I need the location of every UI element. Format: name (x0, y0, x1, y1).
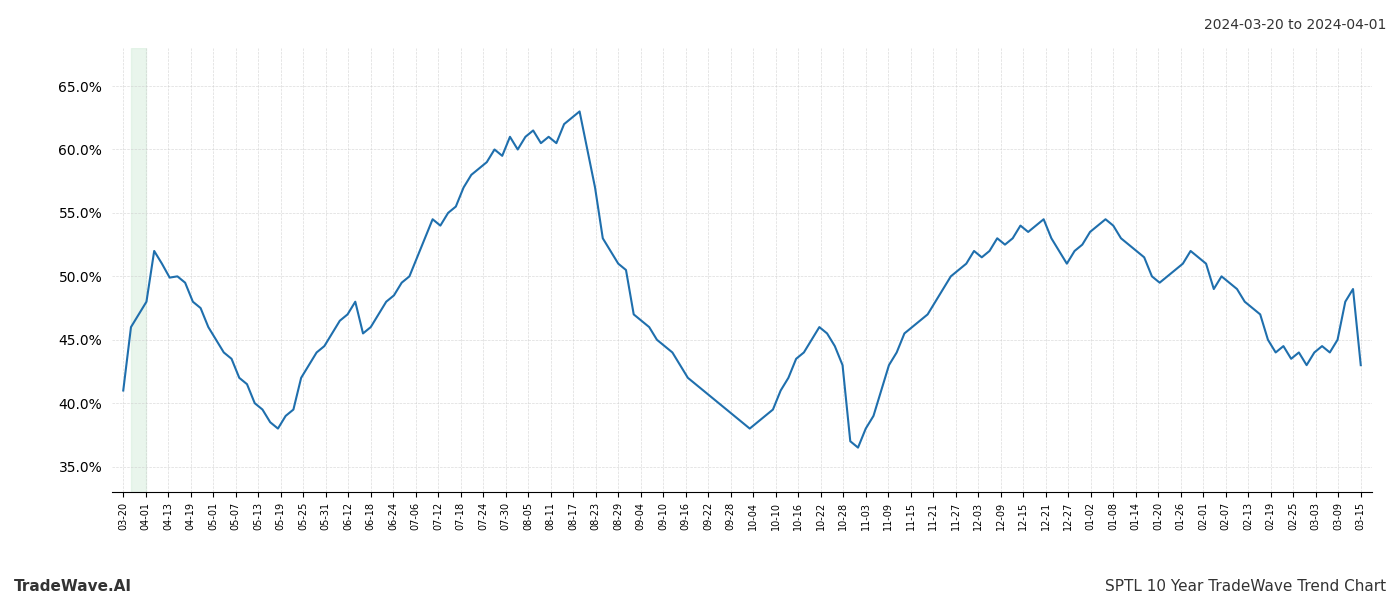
Text: 2024-03-20 to 2024-04-01: 2024-03-20 to 2024-04-01 (1204, 18, 1386, 32)
Text: SPTL 10 Year TradeWave Trend Chart: SPTL 10 Year TradeWave Trend Chart (1105, 579, 1386, 594)
Text: TradeWave.AI: TradeWave.AI (14, 579, 132, 594)
Bar (132, 48, 147, 492)
